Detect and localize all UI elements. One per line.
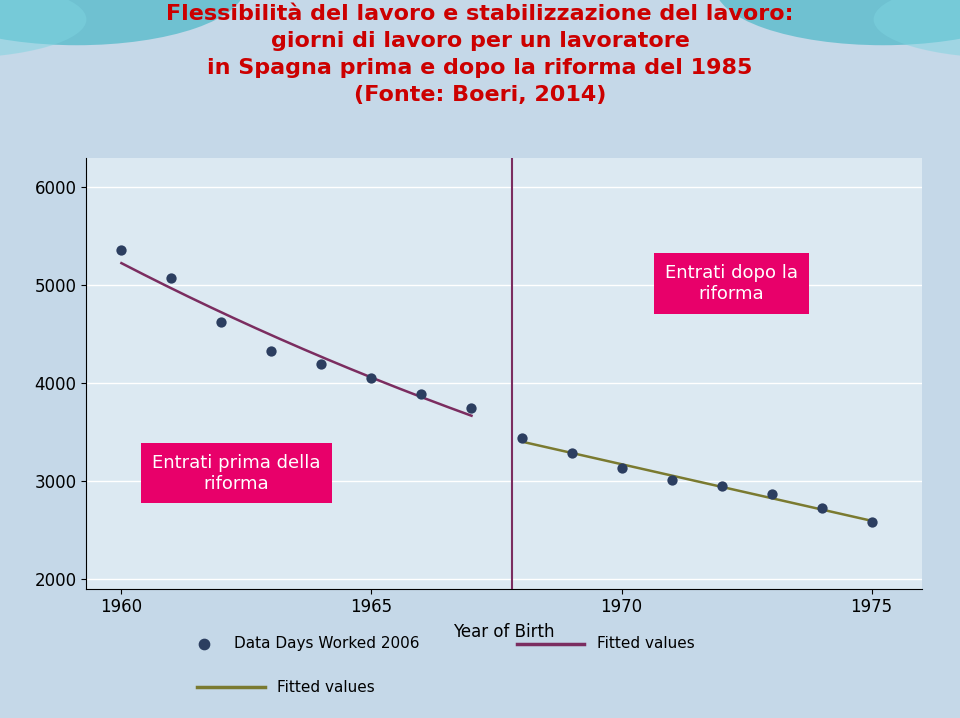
Point bbox=[613, 462, 629, 474]
Point bbox=[764, 488, 780, 500]
Point bbox=[214, 317, 229, 328]
Ellipse shape bbox=[874, 0, 960, 58]
Text: Flessibilità del lavoro e stabilizzazione del lavoro:
giorni di lavoro per un la: Flessibilità del lavoro e stabilizzazion… bbox=[166, 4, 794, 106]
Point bbox=[414, 388, 429, 400]
Point bbox=[564, 447, 579, 458]
Text: Fitted values: Fitted values bbox=[597, 636, 694, 651]
Text: Entrati dopo la
riforma: Entrati dopo la riforma bbox=[665, 264, 798, 303]
Point bbox=[164, 273, 180, 284]
Point bbox=[113, 244, 129, 256]
Ellipse shape bbox=[0, 0, 86, 58]
Text: Data Days Worked 2006: Data Days Worked 2006 bbox=[234, 636, 420, 651]
Text: Fitted values: Fitted values bbox=[277, 680, 375, 695]
Point bbox=[514, 432, 529, 444]
X-axis label: Year of Birth: Year of Birth bbox=[453, 623, 555, 641]
Ellipse shape bbox=[715, 0, 960, 45]
Point bbox=[314, 358, 329, 369]
Point bbox=[196, 638, 211, 649]
Point bbox=[664, 475, 680, 486]
Point bbox=[264, 345, 279, 357]
Point bbox=[814, 503, 829, 514]
Point bbox=[714, 480, 730, 492]
Text: Entrati prima della
riforma: Entrati prima della riforma bbox=[153, 454, 321, 493]
Point bbox=[864, 516, 879, 528]
Ellipse shape bbox=[0, 0, 245, 45]
Point bbox=[364, 373, 379, 384]
Point bbox=[464, 402, 479, 414]
